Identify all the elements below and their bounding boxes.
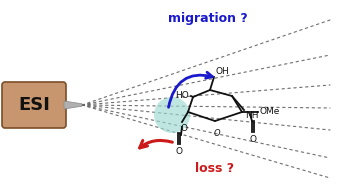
Text: O: O [181,124,187,133]
Text: OH: OH [215,67,229,76]
Text: O: O [214,129,220,138]
Text: O: O [250,135,256,144]
Text: migration ?: migration ? [168,12,248,25]
FancyBboxPatch shape [2,82,66,128]
Polygon shape [64,101,82,109]
Circle shape [154,97,190,133]
Text: O: O [175,147,183,156]
Text: loss ?: loss ? [195,162,234,175]
FancyArrowPatch shape [169,72,212,107]
Text: ESI: ESI [18,96,50,114]
Text: HO: HO [175,91,189,101]
Text: NH: NH [245,111,258,120]
FancyArrowPatch shape [140,140,172,148]
Text: OMe: OMe [260,106,280,115]
